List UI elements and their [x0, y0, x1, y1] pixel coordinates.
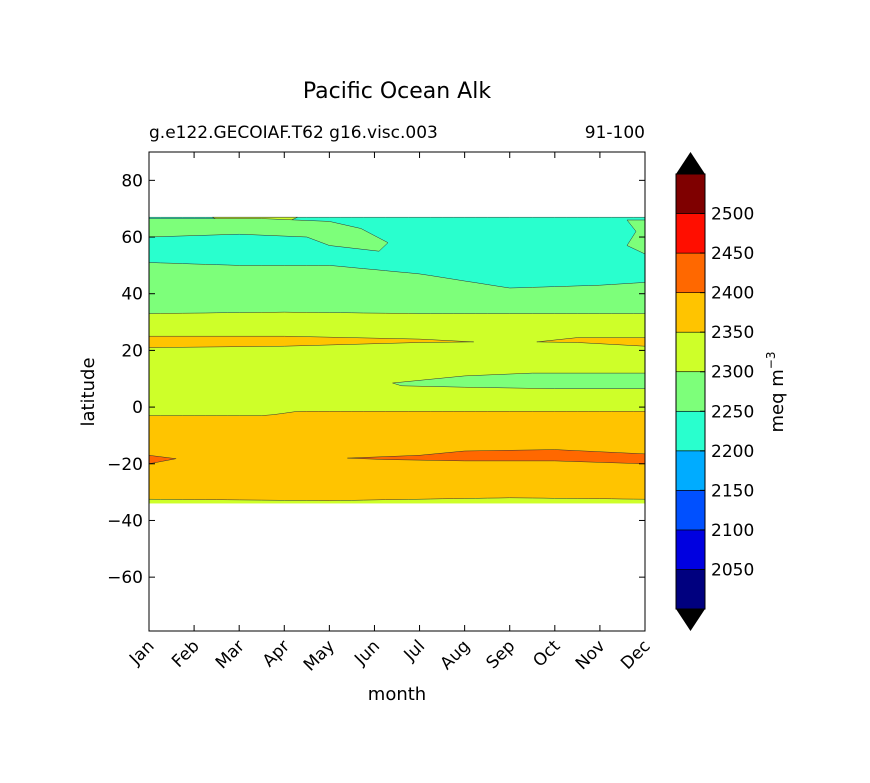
- colorbar-segment-9: [675, 213, 706, 254]
- band-2350-2400-north-west: [148, 335, 474, 348]
- y-tick-label-7: −60: [107, 568, 143, 588]
- colorbar-segment-6: [675, 331, 706, 373]
- colorbar-tick-label-2300: 2300: [711, 363, 754, 383]
- x-tick-label-feb: Feb: [168, 636, 203, 671]
- plot-frame: [148, 151, 646, 632]
- y-tick-label-3: 20: [121, 341, 143, 361]
- x-tick-label-sep: Sep: [482, 636, 519, 673]
- y-tick-label-5: −20: [107, 455, 143, 475]
- colorbar-tick-label-2450: 2450: [711, 244, 754, 264]
- y-tick-label-4: 0: [132, 398, 143, 418]
- x-tick-label-oct: Oct: [529, 636, 564, 671]
- x-tick-label-jan: Jan: [125, 636, 158, 669]
- colorbar-extend-low: [676, 609, 705, 631]
- y-tick-label-6: −40: [107, 511, 143, 531]
- colorbar-tick-label-2400: 2400: [711, 284, 754, 304]
- colorbar-tick-label-2200: 2200: [711, 442, 754, 462]
- colorbar: 2050 2100 2150 2200 2250 2300 2350 2400 2450 2500: [675, 152, 754, 631]
- chart-subtitle-left: g.e122.GECOIAF.T62 g16.visc.003: [149, 123, 438, 143]
- contour-fill: [148, 216, 646, 504]
- x-tick-label-may: May: [300, 636, 339, 675]
- x-tick-label-nov: Nov: [572, 636, 610, 674]
- colorbar-segment-1: [675, 529, 706, 570]
- colorbar-segment-2: [675, 490, 706, 531]
- colorbar-tick-label-2500: 2500: [711, 205, 754, 225]
- x-tick-label-aug: Aug: [437, 636, 475, 674]
- x-tick-label-dec: Dec: [617, 636, 654, 673]
- colorbar-extend-high: [676, 152, 705, 174]
- colorbar-frame: [675, 173, 706, 610]
- x-tick-label-jul: Jul: [400, 636, 429, 665]
- y-axis-label: latitude: [78, 357, 99, 426]
- x-tick-label-jun: Jun: [350, 636, 384, 670]
- colorbar-label: meq m−3: [764, 352, 788, 433]
- patch-2250-2300-north: [148, 218, 389, 252]
- y-axis: 80 60 40 20 0 −20 −40 −60: [107, 171, 645, 588]
- colorbar-tick-label-2250: 2250: [711, 402, 754, 422]
- patch-2250-2300-northeast: [626, 219, 646, 255]
- y-tick-label-0: 80: [121, 171, 143, 191]
- x-tick-label-mar: Mar: [212, 636, 249, 673]
- chart-subtitle-right: 91-100: [585, 123, 645, 143]
- plot-area: Jan Feb Mar Apr May Jun Jul Aug Sep Oct Nov Dec 80 6…: [107, 151, 655, 675]
- colorbar-tick-label-2350: 2350: [711, 323, 754, 343]
- colorbar-segment-7: [675, 292, 706, 333]
- colorbar-segment-3: [675, 450, 706, 491]
- colorbar-tick-label-2100: 2100: [711, 521, 754, 541]
- colorbar-tick-label-2150: 2150: [711, 481, 754, 501]
- colorbar-segment-0: [675, 569, 706, 610]
- colorbar-label-unit: meq m: [767, 369, 788, 432]
- colorbar-segment-5: [675, 371, 706, 412]
- x-tick-label-apr: Apr: [259, 636, 294, 671]
- colorbar-segment-4: [675, 410, 706, 452]
- chart-title: Pacific Ocean Alk: [303, 79, 491, 104]
- colorbar-segment-10: [675, 173, 706, 214]
- colorbar-tick-label-2050: 2050: [711, 560, 754, 580]
- y-tick-label-2: 40: [121, 285, 143, 305]
- colorbar-label-exponent: −3: [764, 352, 778, 370]
- x-axis-label: month: [368, 684, 426, 705]
- y-tick-label-1: 60: [121, 228, 143, 248]
- colorbar-segment-8: [675, 252, 706, 293]
